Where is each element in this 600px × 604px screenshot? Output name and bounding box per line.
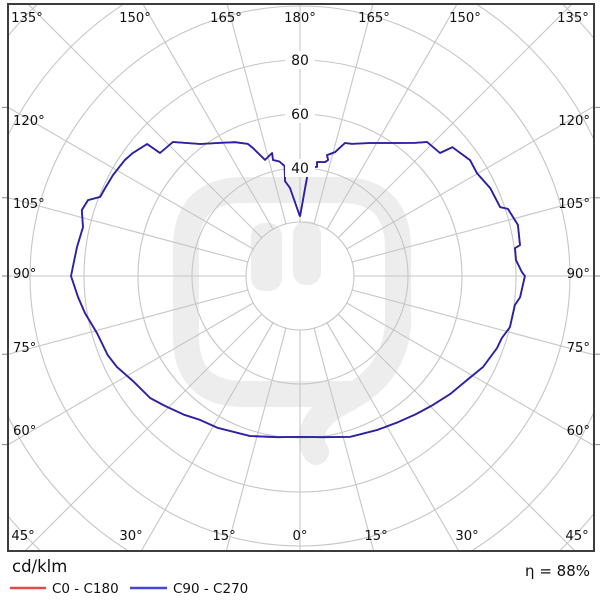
watermark-prong-left [251,223,282,291]
grid-spoke-330 [140,322,274,551]
grid-spoke-30 [326,322,460,551]
grid-spoke-315 [24,313,263,551]
grid-spoke-300 [8,302,254,446]
angle-label-bottom-3: 0° [293,529,308,544]
angle-labels: 135° 150° 165° 180° 165° 150° 135° 45° 30° 15° 0° 1… [11,11,590,544]
angle-label-top-3: 180° [284,11,316,26]
chart-frame [7,3,595,552]
angle-label-left-4: 60° [13,424,36,439]
ring-axis-labels: 40 60 80 [285,51,315,177]
angle-label-top-4: 165° [358,11,390,26]
angle-label-top-0: 135° [11,11,43,26]
grid-spoke-75 [352,289,594,356]
angle-label-bottom-4: 15° [364,529,387,544]
grid-spoke-285 [8,289,248,355]
grid-spoke-165 [313,4,374,224]
angle-label-left-0: 120° [13,114,45,129]
angle-label-right-0: 120° [558,114,590,129]
angle-label-right-1: 105° [558,197,590,212]
angle-label-left-2: 90° [13,267,36,282]
grid-spoke-255 [8,197,248,263]
watermark-prong-right [293,221,321,285]
grid-spoke-135 [337,4,573,239]
angle-label-left-3: 75° [13,341,36,356]
angle-label-top-5: 150° [449,11,481,26]
watermark-socket-outline [173,177,411,407]
curve-c90-c270 [70,141,526,439]
angle-label-right-2: 90° [567,267,590,282]
legend-label-c90-c270: C90 - C270 [173,581,248,597]
grid-spoke-240 [8,106,254,250]
grid-spoke-120 [346,105,594,250]
grid-spoke-60 [346,302,594,447]
grid-spoke-225 [27,4,263,239]
watermark-cable-icon [299,313,411,465]
angle-label-bottom-6: 45° [565,529,588,544]
grid-spoke-210 [142,4,274,230]
angle-label-right-4: 60° [567,424,590,439]
angle-label-top-2: 165° [210,11,242,26]
angle-label-right-3: 75° [567,341,590,356]
efficiency-label: η = 88% [525,562,590,580]
ring-label-60: 60 [291,107,309,123]
angle-label-bottom-0: 45° [11,529,34,544]
angle-label-bottom-2: 15° [212,529,235,544]
grid-spoke-105 [352,196,594,263]
grid-spoke-45 [337,313,576,551]
grid-spoke-345 [225,328,287,551]
angle-label-bottom-1: 30° [119,529,142,544]
angle-label-left-1: 105° [13,197,45,212]
units-label: cd/klm [12,557,67,576]
angle-label-top-1: 150° [119,11,151,26]
ring-label-40: 40 [291,161,309,177]
grid-spoke-15 [313,328,375,551]
ring-label-mask-60 [285,105,315,123]
angle-label-bottom-5: 30° [455,529,478,544]
ring-label-mask-80 [285,51,315,69]
watermark-plug-logo [173,177,411,465]
ring-label-mask-40 [285,159,315,177]
legend-label-c0-c180: C0 - C180 [52,581,119,597]
grid-spoke-150 [326,4,458,230]
angle-label-top-6: 135° [557,11,589,26]
grid-spoke-195 [226,4,287,224]
ring-label-80: 80 [291,53,309,69]
